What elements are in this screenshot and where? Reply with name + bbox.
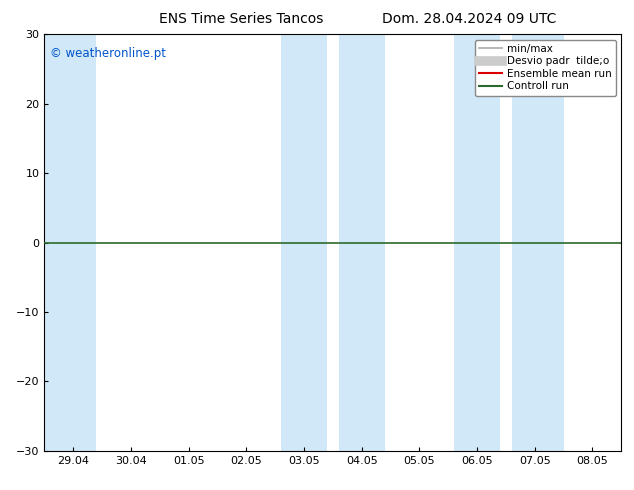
Bar bbox=[512, 34, 564, 451]
Bar bbox=[339, 34, 385, 451]
Bar bbox=[454, 34, 500, 451]
Text: © weatheronline.pt: © weatheronline.pt bbox=[50, 47, 166, 60]
Legend: min/max, Desvio padr  tilde;o, Ensemble mean run, Controll run: min/max, Desvio padr tilde;o, Ensemble m… bbox=[475, 40, 616, 96]
Text: ENS Time Series Tancos: ENS Time Series Tancos bbox=[158, 12, 323, 26]
Bar bbox=[281, 34, 327, 451]
Bar bbox=[44, 34, 96, 451]
Text: Dom. 28.04.2024 09 UTC: Dom. 28.04.2024 09 UTC bbox=[382, 12, 557, 26]
